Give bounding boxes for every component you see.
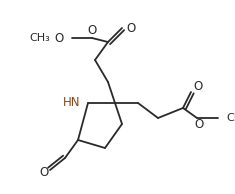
Text: O: O bbox=[39, 166, 49, 179]
Text: O: O bbox=[194, 119, 204, 132]
Text: O: O bbox=[193, 81, 202, 94]
Text: O: O bbox=[126, 22, 135, 35]
Text: O: O bbox=[55, 31, 64, 44]
Text: CH₃: CH₃ bbox=[29, 33, 50, 43]
Text: CH₃: CH₃ bbox=[226, 113, 235, 123]
Text: HN: HN bbox=[63, 95, 80, 108]
Text: O: O bbox=[87, 24, 97, 37]
